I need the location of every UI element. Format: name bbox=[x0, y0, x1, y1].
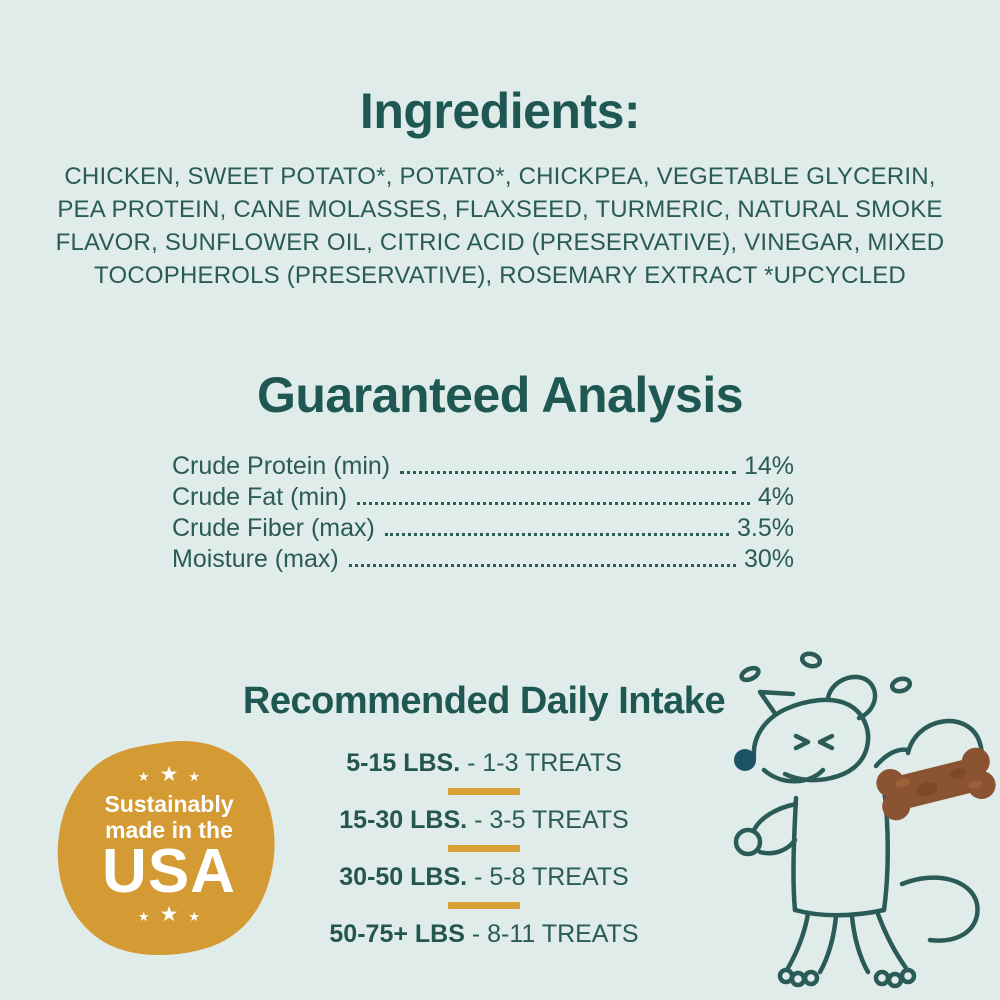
analysis-value: 3.5% bbox=[737, 514, 794, 542]
intake-weight: 30-50 LBS. bbox=[339, 863, 468, 891]
stars-top: ★ ★ ★ bbox=[53, 764, 285, 785]
smile bbox=[761, 767, 826, 784]
analysis-row: Crude Fat (min) 4% bbox=[172, 483, 794, 514]
winking-dog-illustration bbox=[718, 638, 1000, 1000]
gold-divider bbox=[448, 788, 520, 795]
leg-right-inner bbox=[849, 913, 871, 975]
forearm bbox=[757, 837, 798, 856]
eye-wink-left bbox=[793, 733, 811, 751]
paw-left bbox=[777, 967, 820, 988]
intake-treats: - 8-11 TREATS bbox=[471, 920, 639, 948]
nose bbox=[734, 749, 756, 771]
gold-divider bbox=[448, 902, 520, 909]
dot-leader bbox=[384, 533, 730, 536]
intake-weight: 50-75+ LBS bbox=[329, 920, 465, 948]
ingredients-line: PEA PROTEIN, CANE MOLASSES, FLAXSEED, TU… bbox=[57, 196, 943, 223]
star-icon: ★ bbox=[137, 769, 150, 784]
arm-flexed bbox=[751, 801, 799, 833]
ear-right-floppy bbox=[825, 674, 878, 721]
star-icon: ★ bbox=[159, 763, 179, 786]
guaranteed-analysis-table: Crude Protein (min) 14% Crude Fat (min) … bbox=[172, 452, 794, 576]
star-icon: ★ bbox=[137, 909, 150, 924]
ingredients-line: FLAVOR, SUNFLOWER OIL, CITRIC ACID (PRES… bbox=[55, 229, 945, 256]
stars-bottom: ★ ★ ★ bbox=[53, 904, 285, 925]
intake-weight: 15-30 LBS. bbox=[339, 806, 468, 834]
intake-row: 50-75+ LBS - 8-11 TREATS bbox=[329, 917, 638, 951]
intake-treats: - 3-5 TREATS bbox=[474, 806, 629, 834]
analysis-value: 30% bbox=[743, 545, 794, 573]
intake-row: 30-50 LBS. - 5-8 TREATS bbox=[339, 860, 628, 894]
ear-left bbox=[757, 689, 796, 715]
star-icon: ★ bbox=[159, 903, 179, 926]
ingredients-list: CHICKEN, SWEET POTATO*, POTATO*, CHICKPE… bbox=[50, 160, 950, 292]
star-icon: ★ bbox=[188, 769, 201, 784]
analysis-row: Crude Fiber (max) 3.5% bbox=[172, 514, 794, 545]
fist bbox=[733, 827, 763, 857]
intake-treats: - 5-8 TREATS bbox=[474, 863, 629, 891]
guaranteed-analysis-title: Guaranteed Analysis bbox=[256, 367, 744, 423]
intake-row: 5-15 LBS. - 1-3 TREATS bbox=[346, 746, 622, 780]
analysis-value: 4% bbox=[757, 483, 794, 511]
analysis-label: Moisture (max) bbox=[172, 545, 339, 573]
intake-weight: 5-15 LBS. bbox=[346, 749, 461, 777]
bone-treat bbox=[876, 747, 996, 821]
dot-leader bbox=[400, 471, 736, 474]
haunch-loop bbox=[899, 875, 980, 943]
star-icon: ★ bbox=[188, 909, 201, 924]
sweat-drops-icon bbox=[739, 651, 913, 694]
dot-leader bbox=[357, 502, 750, 505]
badge-content: ★ ★ ★ Sustainably made in the USA ★ ★ ★ bbox=[53, 736, 285, 960]
ingredients-line: TOCOPHEROLS (PRESERVATIVE), ROSEMARY EXT… bbox=[94, 262, 906, 289]
arm-raised bbox=[873, 747, 911, 769]
analysis-label: Crude Fat (min) bbox=[172, 483, 348, 511]
badge-text-sustainably: Sustainably bbox=[104, 791, 234, 817]
made-in-usa-badge: ★ ★ ★ Sustainably made in the USA ★ ★ ★ bbox=[53, 736, 285, 960]
badge-text-usa: USA bbox=[102, 837, 236, 906]
gold-divider bbox=[448, 845, 520, 852]
badge-text-made-in-the: made in the bbox=[105, 817, 233, 843]
daily-intake-title: Recommended Daily Intake bbox=[242, 680, 726, 722]
leg-left-inner bbox=[817, 913, 839, 975]
analysis-label: Crude Protein (min) bbox=[172, 452, 391, 480]
dog-head bbox=[734, 674, 878, 784]
dot-leader bbox=[348, 564, 736, 567]
intake-row: 15-30 LBS. - 3-5 TREATS bbox=[339, 803, 628, 837]
analysis-value: 14% bbox=[743, 452, 794, 480]
intake-treats: - 1-3 TREATS bbox=[467, 749, 622, 777]
leg-left-outer bbox=[785, 911, 811, 971]
eye-wink-right bbox=[817, 733, 835, 751]
analysis-row: Crude Protein (min) 14% bbox=[172, 452, 794, 483]
analysis-row: Moisture (max) 30% bbox=[172, 545, 794, 576]
ingredients-line: CHICKEN, SWEET POTATO*, POTATO*, CHICKPE… bbox=[64, 163, 936, 190]
analysis-label: Crude Fiber (max) bbox=[172, 514, 375, 542]
paw-right bbox=[873, 967, 917, 989]
dog-line-art bbox=[733, 651, 996, 989]
torso-left bbox=[791, 795, 799, 913]
gold-blob-shape bbox=[57, 741, 275, 956]
ingredients-title: Ingredients: bbox=[359, 83, 641, 139]
leg-right-outer bbox=[875, 911, 909, 971]
daily-intake-table: 5-15 LBS. - 1-3 TREATS 15-30 LBS. - 3-5 … bbox=[234, 746, 734, 951]
